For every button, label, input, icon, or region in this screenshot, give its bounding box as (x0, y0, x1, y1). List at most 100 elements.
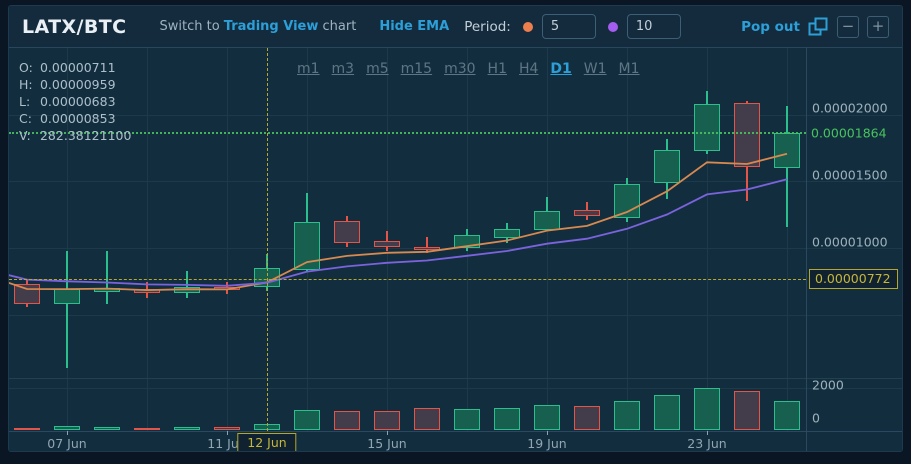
volume-bar (494, 407, 520, 430)
pop-out-label: Pop out (741, 18, 800, 35)
timeframe-m15[interactable]: m15 (400, 61, 433, 77)
low-value: 0.00000683 (39, 94, 116, 109)
candle-body (94, 287, 120, 292)
volume-bar (174, 427, 200, 430)
volume-bar (94, 426, 120, 430)
candle-body (14, 283, 40, 304)
date-gridline (627, 48, 628, 431)
time-axis-tick (387, 431, 388, 435)
time-axis-label: 19 Jun (527, 436, 567, 451)
volume-gridline (9, 388, 902, 389)
volume-axis-label: 0 (812, 410, 820, 426)
switch-prefix-text: Switch to (159, 19, 224, 34)
timeframe-W1[interactable]: W1 (583, 61, 607, 77)
high-value: 0.00000959 (39, 77, 116, 92)
candle-body (214, 287, 240, 290)
price-gridline (9, 315, 902, 316)
price-axis-label: 0.00002000 (812, 100, 888, 116)
ohlc-volume-row: V: 282.38121100 (19, 128, 132, 143)
volume-axis-label: 2000 (812, 377, 844, 393)
volume-bar (734, 391, 760, 430)
crosshair-price-label: 0.00000772 (809, 269, 898, 290)
timeframe-m30[interactable]: m30 (444, 61, 476, 77)
ema-slow-line (9, 178, 788, 287)
candle-body (174, 287, 200, 294)
ema-lines (9, 152, 788, 292)
volume-bar (534, 404, 560, 430)
volume-bar (454, 408, 480, 430)
ema-slow-period-input[interactable] (626, 14, 681, 39)
candle-body (574, 209, 600, 217)
volume-bar (414, 408, 440, 430)
switch-chart-control: Switch to Trading View chart (159, 19, 356, 34)
timeframe-selector: m1 m3 m5 m15 m30 H1 H4 D1 W1 M1 (297, 61, 640, 77)
timeframe-D1[interactable]: D1 (550, 61, 572, 77)
timeframe-m3[interactable]: m3 (331, 61, 355, 77)
date-gridline (787, 48, 788, 431)
candle-wick (66, 250, 68, 368)
hide-ema-link[interactable]: Hide EMA (379, 19, 450, 34)
close-value: 0.00000853 (39, 111, 116, 126)
candle-body (454, 234, 480, 249)
candle-body (694, 104, 720, 152)
candle-body (414, 247, 440, 250)
candle-body (334, 220, 360, 244)
candle-body (534, 210, 560, 230)
time-axis-tick (67, 431, 68, 435)
price-gridline (9, 115, 902, 116)
candle-wick (106, 250, 108, 304)
chart-header: LATX/BTC Switch to Trading View chart Hi… (9, 6, 902, 48)
volume-bar (54, 426, 80, 430)
crosshair-time-label: 12 Jun (237, 433, 297, 451)
pop-out-icon (808, 17, 828, 36)
time-axis-tick (547, 431, 548, 435)
time-axis-label: 07 Jun (47, 436, 87, 451)
time-axis-label: 15 Jun (367, 436, 407, 451)
pair-title: LATX/BTC (22, 15, 127, 38)
timeframe-m5[interactable]: m5 (366, 61, 389, 77)
timeframe-M1[interactable]: M1 (618, 61, 640, 77)
volume-bar (334, 410, 360, 430)
price-axis-label: 0.00001000 (812, 234, 888, 250)
candle-body (734, 103, 760, 168)
current-price-line (9, 132, 806, 135)
ema-fast-dot-icon (522, 21, 533, 32)
time-axis-tick (227, 431, 228, 435)
volume-bar (294, 410, 320, 430)
pane-divider (9, 378, 902, 379)
volume-bar (774, 401, 800, 430)
trading-view-link[interactable]: Trading View (223, 19, 319, 34)
volume-bar (694, 387, 720, 430)
volume-bar (14, 427, 40, 430)
timeframe-H4[interactable]: H4 (518, 61, 539, 77)
candle-body (774, 133, 800, 169)
ema-fast-period-input[interactable] (541, 14, 596, 39)
crosshair-vertical-line (267, 48, 268, 431)
time-axis-label: 11 Jun (207, 436, 247, 451)
price-gridline (9, 181, 902, 182)
candle-body (494, 229, 520, 239)
candle-body (374, 241, 400, 247)
zoom-out-button[interactable]: − (837, 15, 859, 38)
zoom-in-button[interactable]: + (867, 15, 889, 38)
price-axis-label: 0.00001500 (812, 167, 888, 183)
time-axis-tick (707, 431, 708, 435)
volume-bar (374, 410, 400, 430)
timeframe-m1[interactable]: m1 (297, 61, 320, 77)
date-gridline (147, 48, 148, 431)
chart-plot[interactable]: O: 0.00000711 H: 0.00000959 L: 0.0000068… (9, 48, 902, 451)
pop-out-button[interactable]: Pop out (741, 16, 829, 37)
current-price-label: 0.00001864 (811, 125, 887, 141)
candle-wick (426, 237, 428, 254)
volume-bar (614, 400, 640, 430)
volume-value: 282.38121100 (39, 128, 132, 143)
open-value: 0.00000711 (39, 60, 116, 75)
switch-suffix-text: chart (318, 19, 357, 34)
time-axis-label: 23 Jun (687, 436, 727, 451)
crosshair-horizontal-line (9, 279, 806, 281)
timeframe-H1[interactable]: H1 (487, 61, 507, 77)
volume-bar (654, 394, 680, 430)
volume-bar (214, 426, 240, 430)
time-axis-divider (9, 431, 902, 432)
period-label: Period: (464, 18, 511, 35)
